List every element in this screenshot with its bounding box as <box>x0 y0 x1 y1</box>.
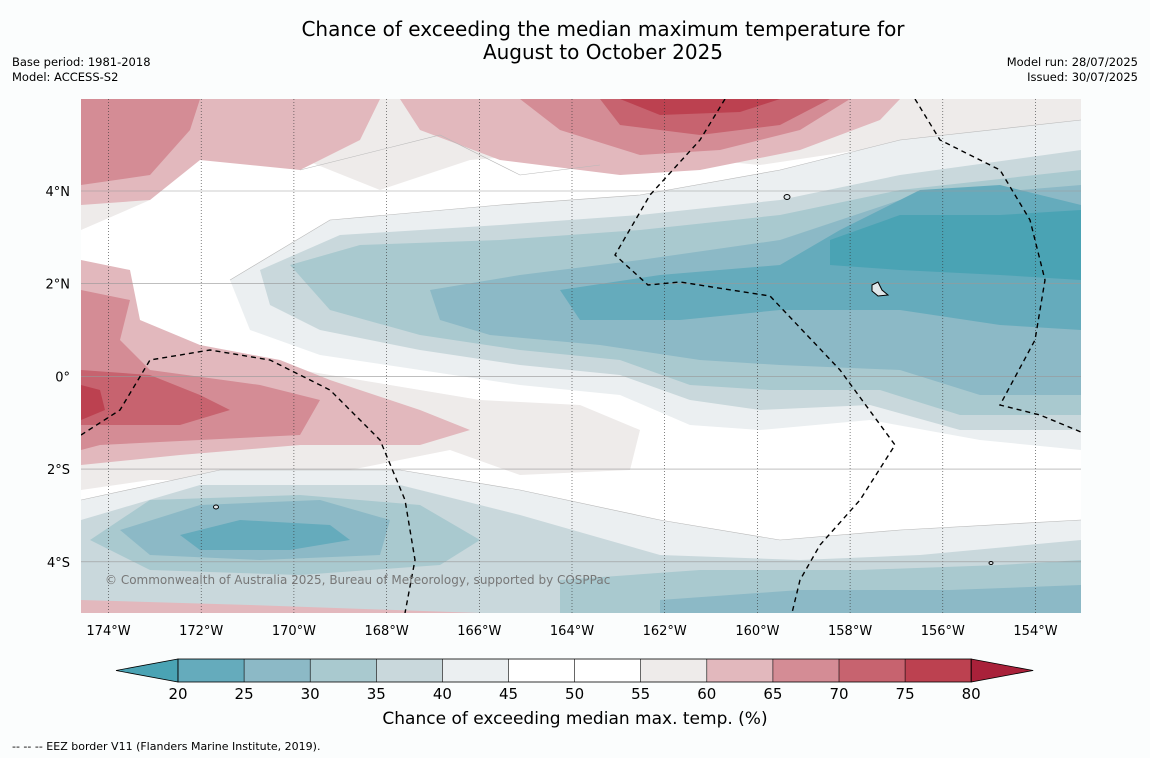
colorbar-segment <box>905 659 972 682</box>
contour-65-70-northwest <box>81 99 200 185</box>
contour-below-20 <box>830 210 1081 280</box>
base-period: Base period: 1981-2018 <box>12 55 151 69</box>
colorbar-segment <box>640 659 707 682</box>
colorbar-tick-label: 30 <box>301 685 320 703</box>
island <box>871 281 890 297</box>
colorbar-tick-label: 75 <box>896 685 915 703</box>
colorbar-tick-label: 55 <box>631 685 650 703</box>
latitude-labels: 4°N 2°N 0° 2°S 4°S <box>46 185 71 571</box>
island <box>213 504 219 510</box>
lat-tick-label: 4°N <box>46 185 71 200</box>
colorbar-tick-label: 80 <box>962 685 981 703</box>
colorbar-tick-label: 60 <box>697 685 716 703</box>
islands <box>213 194 994 565</box>
contour-25-30-southeast <box>660 585 1081 613</box>
lon-tick-label: 164°W <box>550 624 594 639</box>
contour-20-25-southwest <box>180 520 350 550</box>
lon-tick-label: 160°W <box>735 624 779 639</box>
colorbar-tick-label: 40 <box>433 685 452 703</box>
colorbar-segment <box>508 659 575 682</box>
contour-75-80-west <box>81 385 105 420</box>
contour-70-75-west <box>81 370 230 425</box>
colorbar-segment <box>839 659 906 682</box>
colorbar-segment <box>442 659 509 682</box>
eez-footnote: -- -- -- EEZ border V11 (Flanders Marine… <box>12 740 321 753</box>
lon-tick-label: 170°W <box>272 624 316 639</box>
lon-tick-label: 158°W <box>828 624 872 639</box>
map-title: Chance of exceeding the median maximum t… <box>0 18 1150 64</box>
longitude-labels: 174°W 172°W 170°W 168°W 166°W 164°W 162°W 160°W… <box>86 624 1057 639</box>
meta-right: Model run: 28/07/2025 Issued: 30/07/2025 <box>1007 55 1138 85</box>
contour-60-65-southwest <box>81 600 480 613</box>
colorbar-segment <box>244 659 311 682</box>
lon-tick-label: 174°W <box>86 624 130 639</box>
island <box>783 194 791 200</box>
lat-tick-label: 0° <box>55 370 70 385</box>
lat-tick-label: 2°N <box>46 278 71 293</box>
model-name: Model: ACCESS-S2 <box>12 70 119 84</box>
colorbar-segment <box>772 659 839 682</box>
title-line-1: Chance of exceeding the median maximum t… <box>301 17 905 41</box>
colorbar-label: Chance of exceeding median max. temp. (%… <box>382 709 768 729</box>
lon-tick-label: 172°W <box>179 624 223 639</box>
map-plot-area: © Commonwealth of Australia 2025, Bureau… <box>81 99 1081 613</box>
colorbar: 20 25 30 35 40 45 50 55 60 65 70 75 80 <box>115 658 1034 703</box>
lat-tick-label: 4°S <box>47 556 70 571</box>
contour-75-80-north <box>620 99 780 115</box>
colorbar-segment <box>574 659 641 682</box>
colorbar-tick-label: 20 <box>168 685 187 703</box>
colorbar-segment <box>376 659 443 682</box>
meta-left: Base period: 1981-2018 Model: ACCESS-S2 <box>12 55 151 85</box>
colorbar-tick-label: 65 <box>763 685 782 703</box>
colorbar-tick-label: 45 <box>499 685 518 703</box>
colorbar-extend-high <box>970 658 1034 683</box>
contour-lines <box>81 119 1081 541</box>
graticule <box>81 99 1081 613</box>
copyright-text: © Commonwealth of Australia 2025, Bureau… <box>105 573 610 587</box>
model-run: Model run: 28/07/2025 <box>1006 55 1138 69</box>
eez-border <box>81 99 1081 613</box>
lat-tick-label: 2°S <box>47 463 70 478</box>
title-line-2: August to October 2025 <box>482 40 724 64</box>
colorbar-segment <box>706 659 773 682</box>
lon-tick-label: 154°W <box>1013 624 1057 639</box>
colorbar-segment <box>310 659 377 682</box>
issued-date: Issued: 30/07/2025 <box>1027 70 1138 84</box>
colorbar-extend-low <box>115 658 179 683</box>
island <box>988 561 994 565</box>
colorbar-tick-label: 70 <box>829 685 848 703</box>
colorbar-tick-label: 50 <box>565 685 584 703</box>
lon-tick-label: 162°W <box>643 624 687 639</box>
lon-tick-label: 166°W <box>457 624 501 639</box>
colorbar-segment <box>178 659 245 682</box>
lon-tick-label: 156°W <box>921 624 965 639</box>
colorbar-tick-label: 25 <box>235 685 254 703</box>
lon-tick-label: 168°W <box>365 624 409 639</box>
colorbar-tick-label: 35 <box>367 685 386 703</box>
